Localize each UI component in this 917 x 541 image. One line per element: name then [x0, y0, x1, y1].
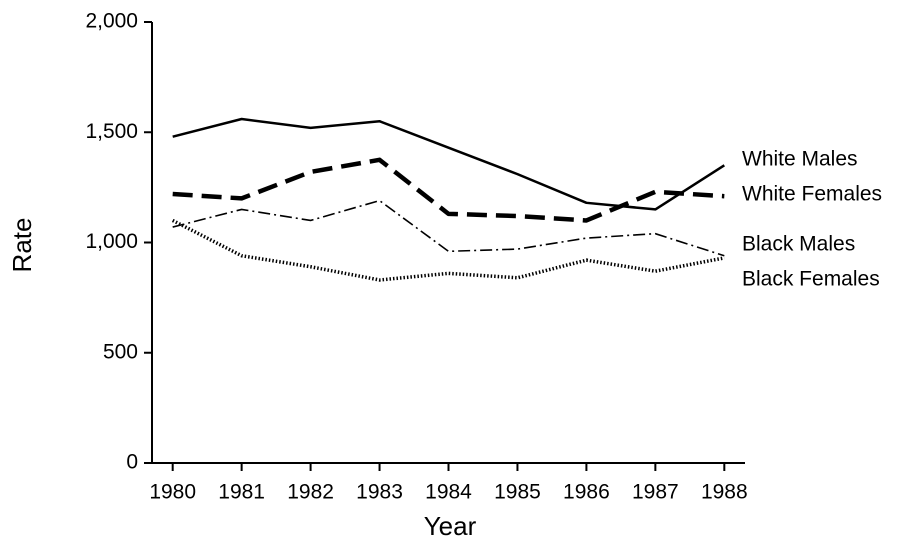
line-series	[172, 157, 725, 223]
y-axis-title: Rate	[7, 218, 37, 273]
legend-label: Black Males	[742, 233, 855, 256]
line-series	[172, 117, 725, 211]
x-tick-label: 1980	[149, 481, 196, 504]
x-tick-label: 1985	[494, 481, 541, 504]
y-tick-label: 1,500	[85, 120, 138, 143]
x-tick-label: 1986	[563, 481, 610, 504]
y-tick-label: 500	[103, 340, 138, 363]
y-tick-label: 2,000	[85, 10, 138, 33]
y-tick-label: 1,000	[85, 230, 138, 253]
x-tick-label: 1984	[425, 481, 472, 504]
line-series	[172, 199, 725, 257]
x-tick-label: 1988	[701, 481, 748, 504]
x-axis-title: Year	[424, 511, 477, 541]
legend-label: Black Females	[742, 268, 880, 291]
y-tick-label: 0	[126, 451, 138, 474]
legend-label: White Females	[742, 183, 882, 206]
x-tick-label: 1981	[218, 481, 265, 504]
line-series	[171, 218, 725, 282]
x-tick-label: 1982	[287, 481, 334, 504]
legend-label: White Males	[742, 148, 858, 171]
x-tick-label: 1987	[632, 481, 679, 504]
x-tick-label: 1983	[356, 481, 403, 504]
